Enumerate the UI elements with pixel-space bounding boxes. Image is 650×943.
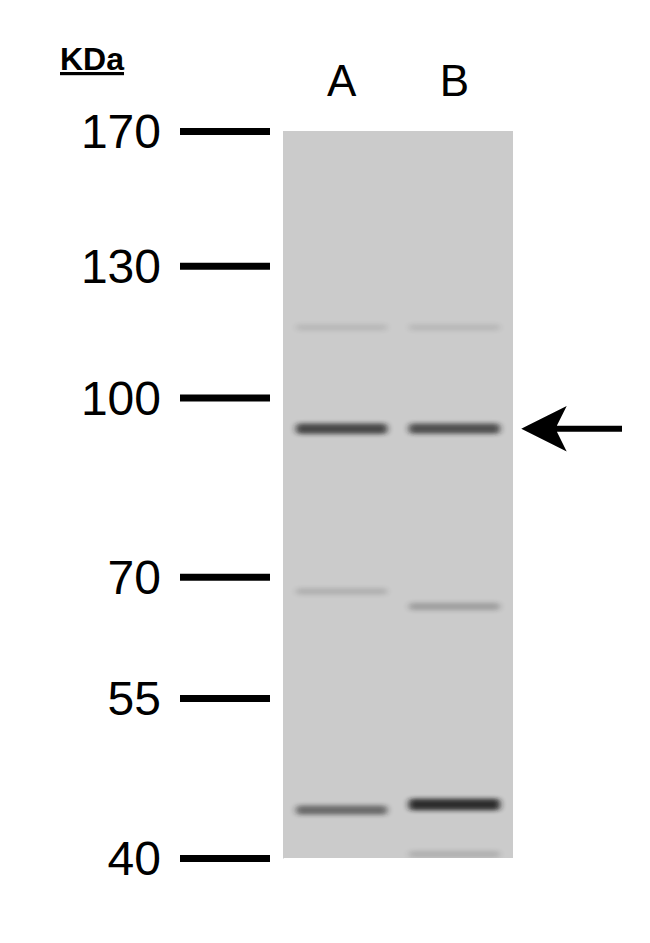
bands [296, 324, 500, 858]
tick-label: 55 [108, 672, 161, 725]
marker-line [180, 263, 270, 270]
band [409, 603, 500, 611]
tick-label: 130 [81, 240, 161, 293]
tick-label: 100 [81, 372, 161, 425]
marker-line [180, 855, 270, 862]
arrow [528, 413, 622, 445]
band [296, 324, 387, 331]
lane-label: A [327, 56, 357, 105]
band [296, 588, 387, 595]
band [409, 424, 500, 434]
band [409, 799, 500, 810]
gel [283, 131, 513, 858]
axis-title: KDa [60, 41, 124, 77]
marker-line [180, 395, 270, 402]
marker-line [180, 128, 270, 135]
marker-axis: 170 130 100 70 55 40 [81, 105, 284, 885]
axis-line [283, 132, 284, 859]
tick: 100 [81, 372, 270, 425]
band [409, 324, 500, 331]
band [409, 851, 500, 858]
tick: 70 [108, 551, 270, 604]
marker-line [180, 574, 270, 581]
tick-label: 170 [81, 105, 161, 158]
lane-label: B [440, 56, 469, 105]
tick: 40 [108, 832, 270, 885]
tick: 170 [81, 105, 270, 158]
tick: 55 [108, 672, 270, 725]
band [296, 423, 387, 434]
blot-figure: 170130100705540KDaAB [0, 0, 650, 943]
tick-label: 40 [108, 832, 161, 885]
marker-line [180, 695, 270, 702]
tick: 130 [81, 240, 270, 293]
band [296, 805, 387, 814]
tick-label: 70 [108, 551, 161, 604]
lane-labels: AB [327, 56, 469, 105]
